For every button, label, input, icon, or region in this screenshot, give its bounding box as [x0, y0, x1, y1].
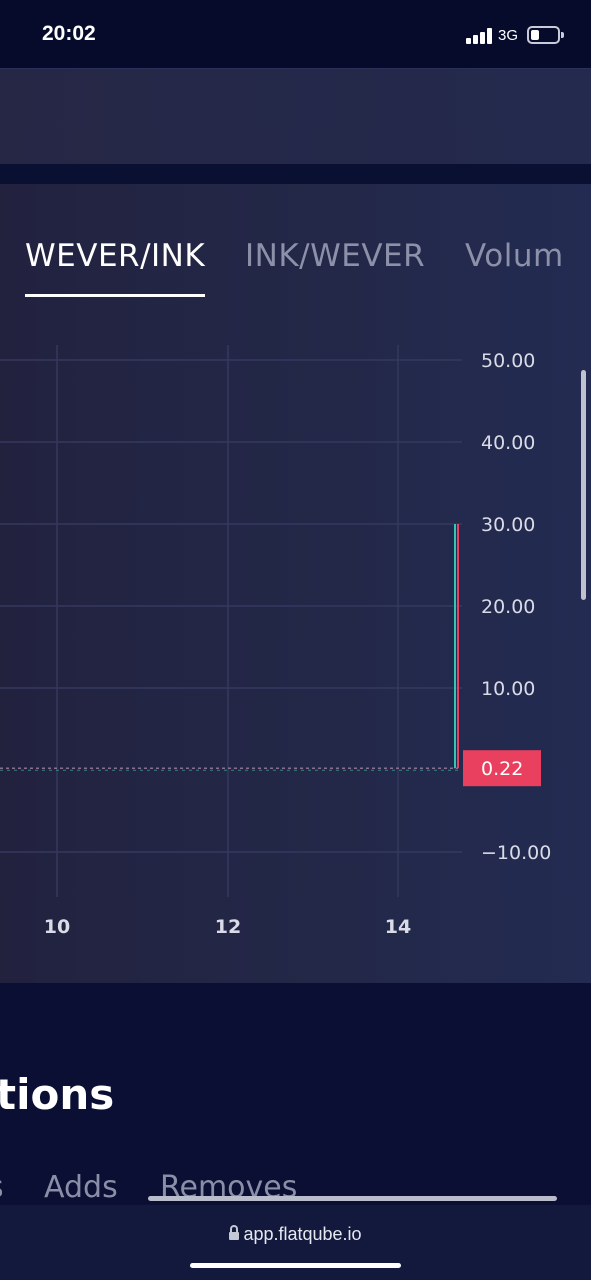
lock-icon — [229, 1225, 240, 1241]
signal-strength-icon — [466, 28, 492, 44]
tab-wever-ink[interactable]: WEVER/INK — [25, 238, 206, 274]
home-indicator[interactable] — [190, 1263, 401, 1268]
vertical-scrollbar[interactable] — [581, 370, 586, 600]
y-tick-label: 20.00 — [481, 596, 535, 618]
url-text: app.flatqube.io — [243, 1224, 362, 1244]
tab-volume[interactable]: Volume — [465, 238, 565, 274]
tab-ink-wever[interactable]: INK/WEVER — [245, 238, 426, 274]
chart-panel — [0, 184, 591, 983]
x-tick-label: 10 — [44, 916, 70, 938]
header-separator — [0, 164, 591, 184]
horizontal-scrollbar[interactable] — [148, 1196, 557, 1201]
y-tick-label: 50.00 — [481, 350, 535, 372]
chart-canvas[interactable]: 50.00 40.00 30.00 20.00 10.00 −10.00 10 12 14 0.2… — [0, 330, 591, 950]
app-header — [0, 68, 591, 164]
status-time: 20:02 — [42, 22, 96, 45]
x-tick-label: 12 — [215, 916, 241, 938]
sub-tab-all[interactable]: s — [0, 1170, 2, 1205]
battery-icon — [527, 26, 564, 44]
url-row[interactable]: app.flatqube.io — [0, 1224, 591, 1245]
y-tick-label: 30.00 — [481, 514, 535, 536]
y-tick-label: 40.00 — [481, 432, 535, 454]
network-type: 3G — [498, 27, 519, 44]
x-tick-label: 14 — [385, 916, 411, 938]
y-tick-label: −10.00 — [481, 842, 551, 864]
last-value-label: 0.22 — [481, 758, 523, 780]
section-title: tions — [0, 1070, 115, 1119]
active-tab-underline — [25, 294, 205, 297]
transactions-section — [0, 983, 591, 1205]
y-tick-label: 10.00 — [481, 678, 535, 700]
price-chart[interactable]: 50.00 40.00 30.00 20.00 10.00 −10.00 10 12 14 0.2… — [0, 330, 591, 950]
status-bar: 20:02 3G — [0, 0, 591, 68]
sub-tab-adds[interactable]: Adds — [44, 1170, 118, 1205]
last-value-badge — [463, 750, 541, 787]
